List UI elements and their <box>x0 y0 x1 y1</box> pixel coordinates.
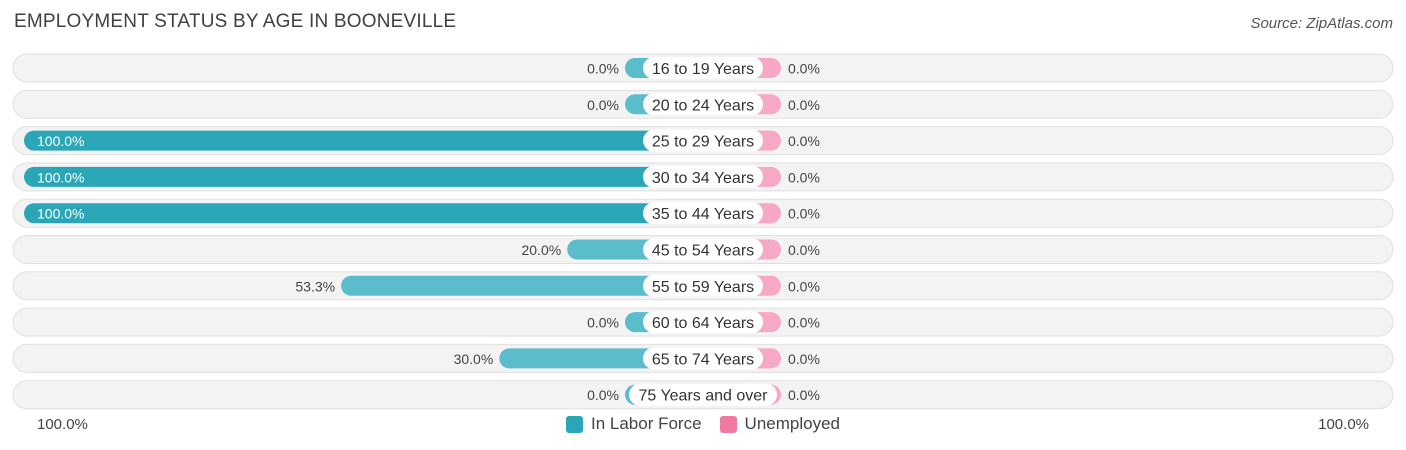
category-label: 55 to 59 Years <box>652 279 754 296</box>
category-pill <box>643 165 763 188</box>
axis-left-label: 100.0% <box>37 416 88 433</box>
source-text: Source: ZipAtlas.com <box>1250 15 1393 32</box>
value-label-unemployed: 0.0% <box>788 61 820 77</box>
value-label-labor-force: 100.0% <box>37 206 84 222</box>
value-label-labor-force: 0.0% <box>587 387 619 403</box>
value-label-unemployed: 0.0% <box>788 206 820 222</box>
value-label-labor-force: 20.0% <box>521 242 561 258</box>
category-pill <box>643 311 763 334</box>
axis-right-label: 100.0% <box>1318 416 1369 433</box>
category-label: 25 to 29 Years <box>652 134 754 151</box>
legend-item-unemployed[interactable]: Unemployed <box>719 414 840 434</box>
category-label: 16 to 19 Years <box>652 61 754 78</box>
value-label-labor-force: 0.0% <box>587 315 619 331</box>
chart-row: 100.0% 0.0% 30 to 34 Years <box>12 162 1394 192</box>
category-label: 60 to 64 Years <box>652 315 754 332</box>
bar-labor-force[interactable] <box>341 275 705 296</box>
category-pill <box>643 202 763 225</box>
bar-labor-force[interactable] <box>24 166 705 187</box>
category-label: 35 to 44 Years <box>652 206 754 223</box>
value-label-unemployed: 0.0% <box>788 278 820 294</box>
legend-swatch-unemployed <box>719 415 737 433</box>
value-label-unemployed: 0.0% <box>788 97 820 113</box>
category-label: 30 to 34 Years <box>652 170 754 187</box>
chart-row: 100.0% 0.0% 25 to 29 Years <box>12 126 1394 156</box>
chart-row: 0.0% 0.0% 20 to 24 Years <box>12 89 1394 119</box>
legend-label-unemployed: Unemployed <box>744 414 840 433</box>
value-label-unemployed: 0.0% <box>788 315 820 331</box>
chart-row: 100.0% 0.0% 35 to 44 Years <box>12 198 1394 228</box>
value-label-unemployed: 0.0% <box>788 133 820 149</box>
category-label: 65 to 74 Years <box>652 351 754 368</box>
value-label-labor-force: 100.0% <box>37 169 84 185</box>
legend: In Labor Force Unemployed <box>0 414 1406 434</box>
chart-row: 53.3% 0.0% 55 to 59 Years <box>12 271 1394 301</box>
chart-row: 0.0% 0.0% 75 Years and over <box>12 380 1394 410</box>
legend-label-labor-force: In Labor Force <box>590 414 702 433</box>
category-pill <box>629 383 777 406</box>
category-pill <box>643 274 763 297</box>
value-label-unemployed: 0.0% <box>788 387 820 403</box>
value-label-labor-force: 53.3% <box>295 278 335 294</box>
value-label-unemployed: 0.0% <box>788 169 820 185</box>
chart-title: EMPLOYMENT STATUS BY AGE IN BOONEVILLE <box>14 11 457 32</box>
value-label-labor-force: 0.0% <box>587 61 619 77</box>
bar-labor-force[interactable] <box>24 203 705 224</box>
category-pill <box>643 93 763 116</box>
legend-swatch-labor-force <box>565 415 583 433</box>
value-label-labor-force: 100.0% <box>37 133 84 149</box>
category-label: 45 to 54 Years <box>652 243 754 260</box>
legend-item-labor-force[interactable]: In Labor Force <box>565 414 702 434</box>
value-label-labor-force: 0.0% <box>587 97 619 113</box>
category-pill <box>643 129 763 152</box>
chart-row: 20.0% 0.0% 45 to 54 Years <box>12 235 1394 264</box>
category-pill <box>643 347 763 370</box>
chart-row: 0.0% 0.0% 60 to 64 Years <box>12 307 1394 337</box>
value-label-unemployed: 0.0% <box>788 351 820 367</box>
value-label-unemployed: 0.0% <box>788 242 820 258</box>
chart-row: 0.0% 0.0% 16 to 19 Years <box>12 53 1394 83</box>
value-label-labor-force: 30.0% <box>454 351 494 367</box>
category-label: 75 Years and over <box>639 388 769 405</box>
category-pill <box>643 238 763 261</box>
category-label: 20 to 24 Years <box>652 97 754 114</box>
bar-labor-force[interactable] <box>24 130 705 151</box>
category-pill <box>643 57 763 79</box>
chart-row: 30.0% 0.0% 65 to 74 Years <box>12 343 1394 373</box>
